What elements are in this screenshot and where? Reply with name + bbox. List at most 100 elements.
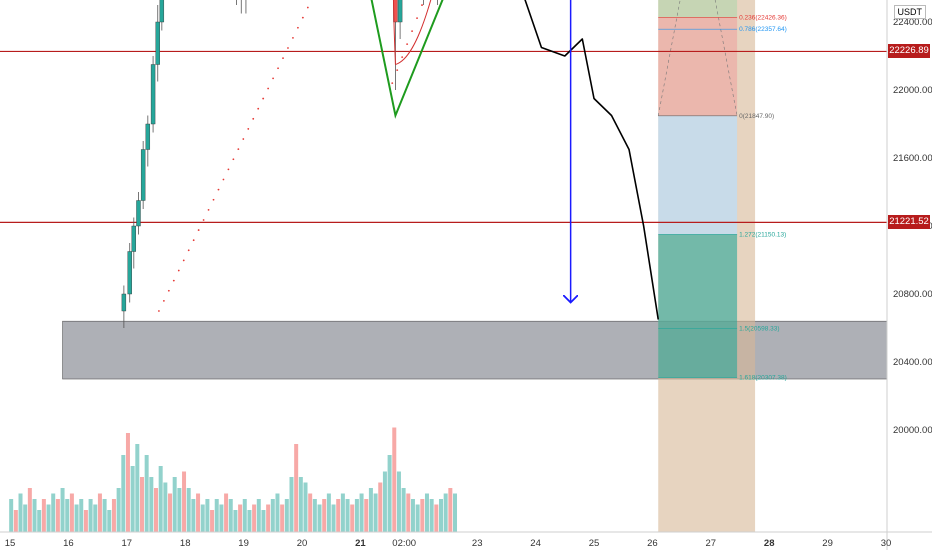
volume-bar	[331, 504, 336, 532]
volume-bar	[443, 493, 448, 532]
sar-dot	[222, 178, 225, 181]
volume-bar	[97, 493, 102, 532]
x-tick-label: 17	[122, 538, 133, 549]
volume-bar	[200, 504, 205, 532]
volume-bar	[317, 504, 322, 532]
volume-bar	[434, 504, 439, 532]
volume-bar	[345, 499, 350, 532]
volume-bar	[233, 510, 238, 532]
candle[interactable]	[150, 64, 156, 125]
volume-bar	[158, 466, 163, 532]
candle[interactable]	[155, 21, 160, 65]
volume-bar	[392, 427, 397, 532]
sar-dot	[242, 138, 245, 140]
volume-bar	[83, 510, 88, 532]
volume-bar	[420, 499, 425, 532]
sar-dot	[192, 239, 195, 242]
sar-dot	[262, 97, 265, 100]
volume-bar	[224, 493, 229, 532]
x-tick-label: 23	[472, 538, 483, 549]
volume-bar	[60, 488, 65, 532]
volume-bar	[191, 499, 196, 532]
volume-bar	[303, 482, 308, 532]
candle[interactable]	[131, 225, 137, 252]
volume-bar	[266, 504, 271, 532]
candle[interactable]	[145, 123, 151, 150]
volume-bar	[453, 493, 458, 532]
sar-dot	[306, 6, 309, 9]
y-tick-label: 22400.00	[893, 17, 932, 28]
sar-dot	[396, 69, 399, 72]
sar-dot	[421, 4, 423, 6]
volume-bar	[144, 455, 149, 532]
x-tick-label: 30	[881, 538, 892, 549]
volume-bar	[294, 444, 299, 532]
candle[interactable]	[393, 0, 398, 23]
volume-bar	[172, 477, 177, 532]
volume-bar	[121, 455, 126, 532]
volume-bar	[354, 499, 359, 532]
volume-bar	[415, 504, 420, 532]
volume-bar	[139, 477, 144, 532]
volume-bar	[219, 504, 224, 532]
volume-bar	[438, 499, 443, 532]
sar-dot	[182, 259, 185, 262]
volume-bar	[41, 499, 46, 532]
sar-dot	[158, 310, 160, 312]
volume-bar	[312, 499, 317, 532]
volume-bar	[130, 466, 135, 532]
volume-bar	[210, 510, 215, 532]
volume-bar	[116, 488, 121, 532]
candle[interactable]	[121, 293, 127, 312]
volume-bar	[359, 493, 364, 532]
volume-bar	[65, 499, 70, 532]
volume-bar	[410, 499, 415, 532]
x-tick-label: 19	[238, 538, 249, 549]
volume-bar	[350, 504, 355, 532]
volume-bar	[396, 471, 401, 532]
fib-band	[658, 17, 738, 116]
volume-bar	[135, 444, 140, 532]
volume-bar	[364, 499, 369, 532]
volume-bar	[125, 433, 130, 532]
diamond-pattern[interactable]	[63, 0, 489, 119]
volume-bar	[368, 488, 373, 532]
sar-dot	[212, 198, 215, 201]
volume-bar	[88, 499, 93, 532]
volume-bar	[429, 499, 434, 532]
volume-bar	[298, 477, 303, 532]
candle[interactable]	[140, 149, 146, 201]
volume-bar	[51, 493, 56, 532]
volume-bar	[448, 488, 453, 532]
volume-bar	[23, 504, 28, 532]
volume-bar	[168, 493, 173, 532]
candle[interactable]	[159, 0, 165, 23]
x-tick-label: 28	[764, 538, 775, 549]
x-tick-label: 21	[355, 538, 366, 549]
sar-dot	[232, 158, 235, 161]
volume-bar	[275, 493, 280, 532]
volume-bar	[373, 493, 378, 532]
fib-level-label: 0(21847.90)	[739, 113, 774, 120]
candle[interactable]	[136, 200, 141, 227]
volume-bar	[107, 510, 112, 532]
y-tick-label: 20400.00	[893, 357, 932, 368]
x-tick-label: 26	[647, 538, 658, 549]
volume-bar	[37, 510, 42, 532]
sar-dot	[416, 17, 418, 19]
fib-level-label: 1.618(20307.38)	[739, 375, 787, 382]
x-tick-label: 20	[297, 538, 308, 549]
currency-badge[interactable]: USDT	[893, 5, 926, 19]
volume-bar	[322, 499, 327, 532]
price-tag: 21221.52	[888, 215, 930, 230]
volume-bar	[186, 488, 191, 532]
candle[interactable]	[397, 0, 403, 23]
sar-dot	[207, 208, 210, 211]
volume-bar	[69, 493, 74, 532]
x-tick-label: 18	[180, 538, 191, 549]
candle[interactable]	[127, 251, 132, 295]
x-tick-label: 02:00	[392, 538, 416, 549]
volume-bar	[13, 510, 18, 532]
